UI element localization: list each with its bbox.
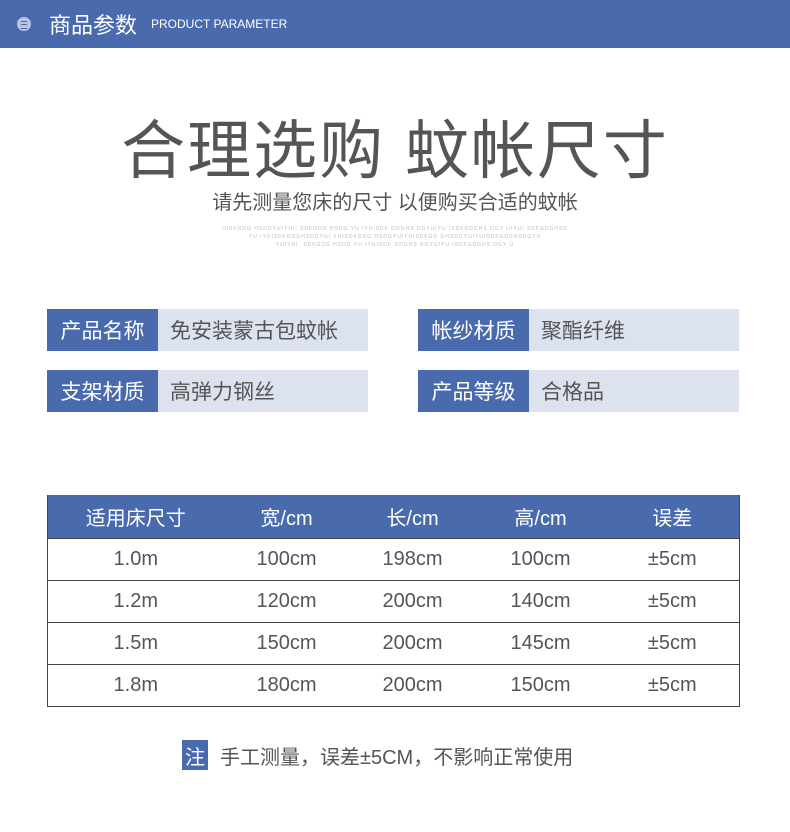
spec-label: 支架材质 [47, 370, 158, 412]
table-cell: 150cm [475, 663, 606, 707]
table-cell: 198cm [349, 537, 476, 580]
table-cell: 1.8m [47, 663, 224, 707]
spec-label: 产品等级 [418, 370, 529, 412]
col-width: 宽/cm [223, 495, 350, 538]
table-cell: 200cm [349, 663, 476, 707]
table-cell: 150cm [223, 621, 350, 664]
table-cell: 120cm [223, 579, 350, 622]
table-cell: ±5cm [605, 537, 740, 580]
spec-product-name: 产品名称 免安装蒙古包蚊帐 [47, 309, 368, 351]
spec-value: 聚酯纤维 [529, 309, 739, 351]
size-table: 适用床尺寸 宽/cm 长/cm 高/cm 误差 1.0m 100cm 198cm 10… [47, 495, 740, 707]
spec-grade: 产品等级 合格品 [418, 370, 739, 412]
spec-value: 高弹力钢丝 [158, 370, 368, 412]
table-cell: ±5cm [605, 663, 740, 707]
hero-title: 合理选购 蚊帐尺寸 [121, 115, 669, 187]
table-cell: 140cm [475, 579, 606, 622]
col-height: 高/cm [475, 495, 606, 538]
table-header-row: 适用床尺寸 宽/cm 长/cm 高/cm 误差 [47, 495, 740, 538]
table-cell: 200cm [349, 579, 476, 622]
hero-subtitle: 请先测量您床的尺寸 以便购买合适的蚊帐 [212, 192, 578, 214]
spec-value: 合格品 [529, 370, 739, 412]
table-cell: 145cm [475, 621, 606, 664]
table-row: 1.0m 100cm 198cm 100cm ±5cm [47, 537, 740, 580]
decorative-text-line: YU IYUISDFGDGHSDGYUI YUISDFGDG HSDGYUIYU… [248, 234, 542, 240]
col-tolerance: 误差 [605, 495, 740, 538]
section-title: 商品参数 [49, 13, 138, 38]
table-cell: 1.2m [47, 579, 224, 622]
table-cell: 100cm [475, 537, 606, 580]
list-icon [17, 17, 31, 31]
col-length: 长/cm [349, 495, 476, 538]
table-cell: 100cm [223, 537, 350, 580]
spec-label: 产品名称 [47, 309, 158, 351]
table-cell: 1.0m [47, 537, 224, 580]
decorative-text-line: YUIYUI, SDFGDG HSDG YU IYUISDF GDGHS DGY… [275, 242, 515, 248]
section-subtitle: PRODUCT PARAMETER [151, 17, 288, 31]
table-row: 1.2m 120cm 200cm 140cm ±5cm [47, 579, 740, 622]
table-cell: ±5cm [605, 579, 740, 622]
spec-label: 帐纱材质 [418, 309, 529, 351]
table-cell: 1.5m [47, 621, 224, 664]
footnote: 注 手工测量，误差±5CM，不影响正常使用 [182, 740, 573, 770]
spec-frame-material: 支架材质 高弹力钢丝 [47, 370, 368, 412]
section-header: 商品参数 PRODUCT PARAMETER [0, 0, 790, 48]
note-badge: 注 [182, 740, 208, 770]
spec-net-material: 帐纱材质 聚酯纤维 [418, 309, 739, 351]
col-bed-size: 适用床尺寸 [47, 495, 224, 538]
table-cell: 200cm [349, 621, 476, 664]
table-cell: ±5cm [605, 621, 740, 664]
note-text: 手工测量，误差±5CM，不影响正常使用 [220, 746, 574, 769]
spec-value: 免安装蒙古包蚊帐 [158, 309, 368, 351]
table-cell: 180cm [223, 663, 350, 707]
table-row: 1.5m 150cm 200cm 145cm ±5cm [47, 621, 740, 664]
table-row: 1.8m 180cm 200cm 150cm ±5cm [47, 663, 740, 707]
decorative-text-line: UISFGDG HSDGYUIYUI, SDFGDG HSDG YU IYUIS… [222, 226, 568, 232]
